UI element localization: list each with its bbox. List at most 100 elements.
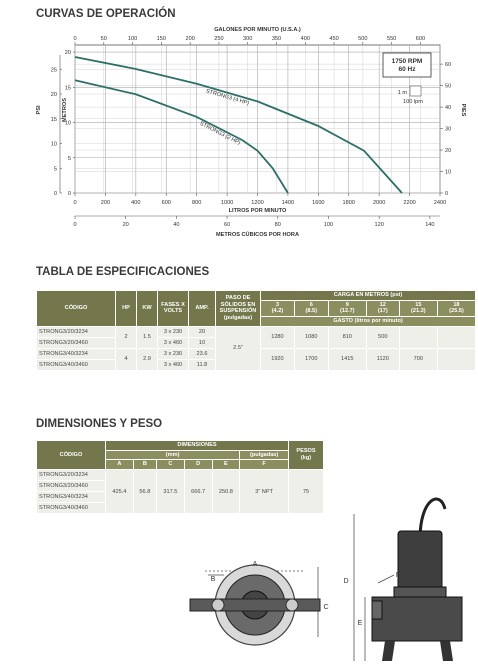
header-line: (8.5) [305,308,318,315]
x3-tick-label: 120 [374,222,383,228]
cell: 2 [115,325,137,349]
side-view [371,497,463,661]
psi-tick-label: 20 [51,92,57,98]
curve [74,79,289,194]
y-tick-label: 15 [65,85,71,91]
top-view [189,564,321,646]
discharge [189,598,321,612]
cell: 1920 [260,347,295,371]
x2-tick-label: 150 [157,36,166,42]
cell: 1415 [327,347,367,371]
cell: 1280 [260,325,295,349]
header: DIMENSIONES [105,440,289,451]
cell: 3 x 460 [157,358,189,371]
header-line: (25.5) [449,308,464,315]
x2-tick-label: 400 [301,36,310,42]
x3-tick-label: 80 [275,222,281,228]
motor [397,530,443,592]
bolt [211,598,225,612]
cell: 56.8 [132,469,157,515]
pump-diagram: A B C D E F [189,497,463,661]
cell: 4 [115,347,137,371]
x-tick-label: 1400 [282,200,294,206]
header-line: 18 [453,301,460,308]
x-tick-label: 1600 [312,200,324,206]
dim-table: CÓDIGO DIMENSIONES PESOS (kg) (mm) (pulg… [36,439,324,515]
feet-tick-label: 40 [445,105,451,111]
curve [74,56,403,194]
scale-text: 100 lpm [403,99,423,105]
section-title: CURVAS DE OPERACIÓN [36,8,176,20]
psi-tick-label: 25 [51,67,57,73]
x-tick-label: 1800 [343,200,355,206]
header: AMP. [188,290,216,327]
header-line: 12 [379,301,386,308]
x2-tick-label: 50 [101,36,107,42]
cell: 2.5” [215,325,261,371]
x3-tick-label: 20 [123,222,129,228]
x2-tick-label: 100 [128,36,137,42]
x-tick-label: 2200 [403,200,415,206]
x-tick-label: 2400 [434,200,446,206]
cell: 666.7 [183,469,213,515]
cell: 3 x 460 [157,336,189,349]
cell: 3 x 230 [157,347,189,360]
feet-tick-label: 30 [445,127,451,133]
cell: 20 [188,325,216,338]
cell: STRONG3/20/3234 [36,325,116,338]
psi-tick-label: 10 [51,142,57,148]
cell: 10 [188,336,216,349]
feet-tick-label: 0 [445,191,448,197]
scale-text: 1 m [398,90,408,96]
header-line: (17) [377,308,388,315]
header: FASES X VOLTS [157,290,189,327]
cell: 3 x 230 [157,325,189,338]
header: 15 (21.3) [398,299,438,318]
header-line: 3 [275,301,279,308]
scale-box [409,85,422,97]
header-line: (4.2) [271,308,284,315]
header: 12 (17) [365,299,400,318]
psi-tick-label: 15 [51,117,57,123]
dimension-label: A [253,561,258,568]
header: CÓDIGO [36,290,116,327]
x-tick-label: 1000 [221,200,233,206]
cell: STRONG3/20/3460 [36,336,116,349]
x-tick-label: 2000 [373,200,385,206]
x3-tick-label: 60 [224,222,230,228]
dimension-label: D [343,578,348,585]
header: 3 (4.2) [260,299,295,318]
cell: STRONG3/40/3460 [36,358,116,371]
header: CARGA EN METROS (psi) [260,290,476,301]
psi-tick-label: 0 [54,191,57,197]
header-line: 15 [415,301,422,308]
header: (mm) [104,449,241,461]
header: GASTO (litros por minuto) [260,316,476,327]
header-line: (12.7) [339,308,355,315]
x-tick-label: 800 [192,200,201,206]
header: PESOS (kg) [288,439,324,471]
feet-tick-label: 20 [445,148,451,154]
x3-tick-label: 0 [73,222,76,228]
cell: 23.6 [188,347,216,360]
cable [418,497,447,540]
x3-tick-label: 100 [324,222,333,228]
feet [382,641,453,661]
header-line: 9 [345,301,349,308]
x2-tick-label: 550 [387,36,396,42]
dimension-label: B [211,576,216,583]
cell: 1120 [365,347,400,371]
dimension-label: C [323,604,328,611]
cell: 11.8 [188,358,216,371]
spec-table: CÓDIGO HP KW FASES X VOLTS AMP. PASO DE … [36,290,477,371]
volute [371,596,463,642]
header: HP [115,290,137,327]
x2-tick-label: 300 [243,36,252,42]
x2-tick-label: 600 [416,36,425,42]
feet-tick-label: 10 [445,170,451,176]
cell: 317.5 [155,469,185,515]
feet-tick-label: 60 [445,62,451,68]
x-tick-label: 1200 [251,200,263,206]
x2-tick-label: 200 [185,36,194,42]
